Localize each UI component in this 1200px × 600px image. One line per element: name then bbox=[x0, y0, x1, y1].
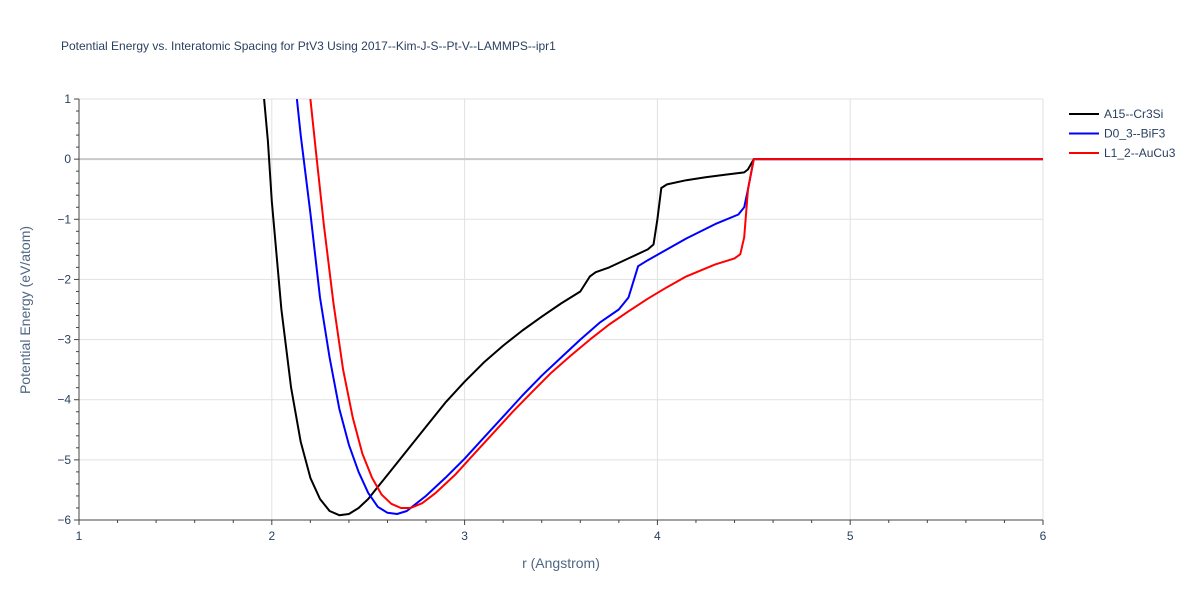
series-line-2 bbox=[309, 99, 1043, 509]
x-tick-label: 2 bbox=[268, 529, 275, 543]
y-tick-label: −1 bbox=[57, 212, 71, 226]
x-tick-label: 1 bbox=[76, 529, 83, 543]
x-axis-label: r (Angstrom) bbox=[522, 555, 600, 571]
legend-label: A15--Cr3Si bbox=[1104, 107, 1163, 121]
legend-label: L1_2--AuCu3 bbox=[1104, 146, 1176, 160]
x-tick-label: 6 bbox=[1040, 529, 1047, 543]
legend-item[interactable]: A15--Cr3Si bbox=[1069, 107, 1163, 121]
chart-title: Potential Energy vs. Interatomic Spacing… bbox=[61, 39, 556, 53]
y-tick-label: 1 bbox=[64, 92, 71, 106]
legend-item[interactable]: D0_3--BiF3 bbox=[1069, 127, 1166, 141]
y-tick-label: −6 bbox=[57, 513, 71, 527]
legend-item[interactable]: L1_2--AuCu3 bbox=[1069, 146, 1176, 160]
y-tick-label: −2 bbox=[57, 272, 71, 286]
series-line-1 bbox=[295, 99, 1043, 515]
y-tick-label: −5 bbox=[57, 453, 71, 467]
grid bbox=[79, 98, 1044, 520]
axes: 1 2 3 4 5 6 1 0 −1 −2 −3 −4 −5 −6 bbox=[57, 92, 1046, 543]
y-tick-label: −3 bbox=[57, 333, 71, 347]
series-line-0 bbox=[263, 99, 1043, 517]
legend-label: D0_3--BiF3 bbox=[1104, 127, 1166, 141]
x-tick-label: 4 bbox=[654, 529, 661, 543]
y-tick-label: −4 bbox=[57, 393, 71, 407]
x-tick-label: 5 bbox=[847, 529, 854, 543]
y-tick-label: 0 bbox=[64, 152, 71, 166]
legend[interactable]: A15--Cr3Si D0_3--BiF3 L1_2--AuCu3 bbox=[1069, 107, 1176, 160]
x-tick-label: 3 bbox=[461, 529, 468, 543]
y-axis-label: Potential Energy (eV/atom) bbox=[17, 226, 33, 394]
plot-area bbox=[263, 99, 1043, 517]
